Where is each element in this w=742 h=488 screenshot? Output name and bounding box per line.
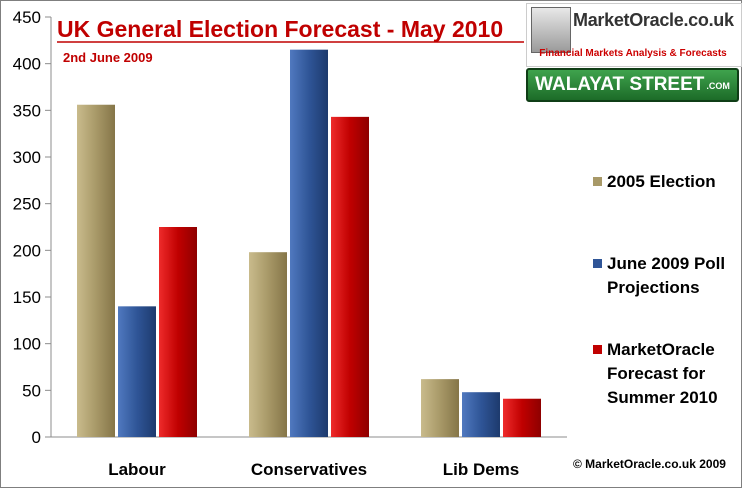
y-tick-label: 250 — [13, 195, 41, 214]
y-tick-label: 200 — [13, 241, 41, 260]
thinker-statue-icon — [531, 7, 571, 53]
y-ticks: 0 50 100 150 200 250 300 350 400 450 — [13, 8, 51, 447]
legend-label: Projections — [607, 278, 700, 297]
walayat-street-suffix: .COM — [706, 81, 730, 91]
y-tick-label: 100 — [13, 335, 41, 354]
bar-2-0 — [159, 227, 197, 437]
legend-label: Summer 2010 — [607, 388, 718, 407]
category-label: Conservatives — [251, 460, 367, 479]
bar-1-1 — [290, 49, 328, 438]
walayat-street-text: WALAYAT STREET — [535, 74, 705, 95]
y-tick-label: 400 — [13, 55, 41, 74]
category-label: Labour — [108, 460, 166, 479]
bar-2-2 — [503, 398, 541, 437]
category-labels: Labour Conservatives Lib Dems — [108, 460, 519, 479]
y-tick-label: 350 — [13, 101, 41, 120]
legend-label: 2005 Election — [607, 172, 716, 191]
legend-swatch — [593, 259, 602, 268]
legend-label: MarketOracle — [607, 340, 715, 359]
marketoracle-tagline: Financial Markets Analysis & Forecasts — [539, 48, 727, 59]
copyright-text: © MarketOracle.co.uk 2009 — [573, 457, 726, 471]
chart-subtitle: 2nd June 2009 — [63, 50, 153, 65]
legend-swatch — [593, 345, 602, 354]
bar-0-2 — [421, 379, 459, 437]
bar-0-0 — [77, 104, 115, 437]
legend-label: Forecast for — [607, 364, 706, 383]
bars — [77, 49, 541, 438]
y-tick-label: 0 — [32, 428, 41, 447]
category-label: Lib Dems — [443, 460, 520, 479]
bar-2-1 — [331, 116, 369, 437]
bar-0-1 — [249, 252, 287, 437]
y-tick-label: 450 — [13, 8, 41, 27]
y-tick-label: 50 — [22, 381, 41, 400]
bar-1-2 — [462, 392, 500, 437]
legend: 2005 Election June 2009 Poll Projections Ma… — [593, 172, 725, 407]
y-tick-label: 150 — [13, 288, 41, 307]
legend-swatch — [593, 177, 602, 186]
marketoracle-logo: MarketOracle.co.uk Financial Markets Ana… — [526, 3, 742, 67]
legend-label: June 2009 Poll — [607, 254, 725, 273]
marketoracle-brand: MarketOracle.co.uk — [573, 10, 734, 30]
chart-title: UK General Election Forecast - May 2010 — [57, 16, 503, 42]
bar-1-0 — [118, 306, 156, 437]
y-tick-label: 300 — [13, 148, 41, 167]
walayat-street-logo: WALAYAT STREET .COM — [526, 68, 739, 102]
